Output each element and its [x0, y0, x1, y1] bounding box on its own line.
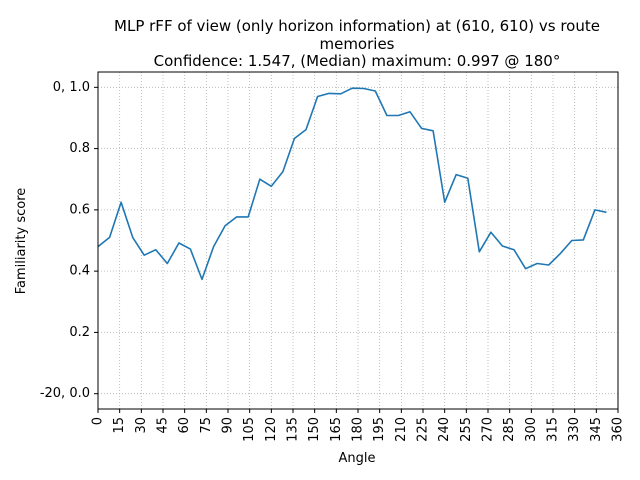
x-tick-label: 60	[177, 417, 192, 434]
x-tick-label: 135	[286, 417, 301, 442]
y-tick-label: 0.8	[69, 141, 90, 156]
series-group	[97, 87, 607, 281]
x-tick-label: 15	[112, 417, 127, 434]
x-tick-label: 30	[134, 417, 149, 434]
x-tick-label: 165	[329, 417, 344, 442]
x-tick-label: 255	[459, 417, 474, 442]
x-tick-label: 105	[242, 417, 257, 442]
y-tick-label: 0.2	[69, 325, 90, 340]
x-tick-label: 0	[91, 417, 106, 425]
chart-title-line-3: Confidence: 1.547, (Median) maximum: 0.9…	[154, 52, 561, 70]
y-tick-label: 0.6	[69, 202, 90, 217]
x-tick-label: 45	[156, 417, 171, 434]
grid-lines	[97, 72, 619, 409]
x-tick-label: 360	[611, 417, 626, 442]
x-tick-label: 345	[589, 417, 604, 442]
y-axis-label: Familiarity score	[14, 188, 29, 295]
x-tick-label: 210	[394, 417, 409, 442]
x-tick-label: 150	[307, 417, 322, 442]
familiarity-line	[97, 87, 607, 281]
x-axis: 0 15 30 45 60 75 90 105 120 135 150 165 180 195 210 225…	[91, 409, 626, 442]
chart-title-line-2: memories	[319, 35, 394, 53]
x-tick-label: 75	[199, 417, 214, 434]
x-tick-label: 330	[567, 417, 582, 442]
x-tick-label: 120	[264, 417, 279, 442]
y-tick-label: -20, 0.0	[40, 386, 90, 401]
x-tick-label: 285	[502, 417, 517, 442]
y-axis: -20, 0.0 0.2 0.4 0.6 0.8 0, 1.0	[40, 80, 98, 401]
x-tick-label: 180	[351, 417, 366, 442]
x-tick-label: 225	[416, 417, 431, 442]
x-axis-label: Angle	[339, 451, 376, 466]
x-tick-label: 90	[221, 417, 236, 434]
chart-title: MLP rFF of view (only horizon informatio…	[114, 17, 600, 70]
x-tick-label: 315	[546, 417, 561, 442]
chart-title-line-1: MLP rFF of view (only horizon informatio…	[114, 17, 600, 35]
x-tick-label: 240	[437, 417, 452, 442]
y-tick-label: 0.4	[69, 264, 90, 279]
x-tick-label: 300	[524, 417, 539, 442]
x-tick-label: 270	[481, 417, 496, 442]
x-tick-label: 195	[372, 417, 387, 442]
y-tick-label: 0, 1.0	[53, 80, 90, 95]
